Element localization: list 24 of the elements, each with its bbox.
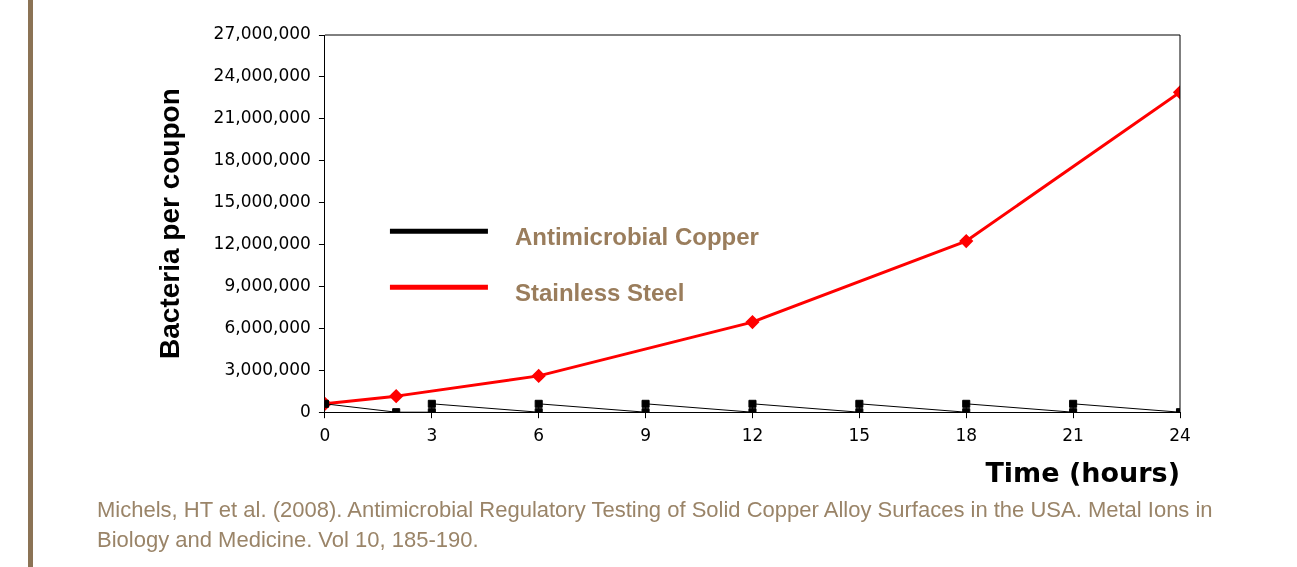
x-tick-label: 3 <box>426 424 438 445</box>
y-axis-title: Bacteria per coupon <box>153 88 185 359</box>
y-tick-label: 27,000,000 <box>213 23 311 44</box>
x-axis-title: Time (hours) <box>985 456 1180 488</box>
x-tick-label: 9 <box>640 424 651 445</box>
x-tick-label: 24 <box>1169 424 1191 445</box>
y-tick-label: 9,000,000 <box>224 274 311 295</box>
y-tick-label: 3,000,000 <box>224 358 311 379</box>
y-tick-label: 15,000,000 <box>213 191 311 212</box>
legend-label: Antimicrobial Copper <box>514 222 759 250</box>
y-tick-label: 6,000,000 <box>224 316 311 337</box>
y-tick-label: 12,000,000 <box>213 232 311 253</box>
x-tick-label: 21 <box>1062 424 1084 445</box>
text: Michels, HT et al. (2008). Antimicrobial Regulatory Testing of Solid Copper Alloy Surfaces in the USA. Metal Ions in Biology and Medicine. Vol 10, 185-190. <box>97 496 1214 554</box>
x-tick-label: 15 <box>848 424 871 445</box>
x-tick-label: 6 <box>533 424 545 445</box>
y-tick-label: 21,000,000 <box>213 107 311 128</box>
y-tick-label: 24,000,000 <box>213 65 311 86</box>
legend-label: Stainless Steel <box>514 278 685 306</box>
y-tick-label: 0 <box>300 400 311 421</box>
y-tick-label: 18,000,000 <box>213 149 311 170</box>
x-tick-label: 0 <box>319 424 331 445</box>
x-tick-label: 12 <box>741 424 764 445</box>
x-tick-label: 18 <box>955 424 978 445</box>
